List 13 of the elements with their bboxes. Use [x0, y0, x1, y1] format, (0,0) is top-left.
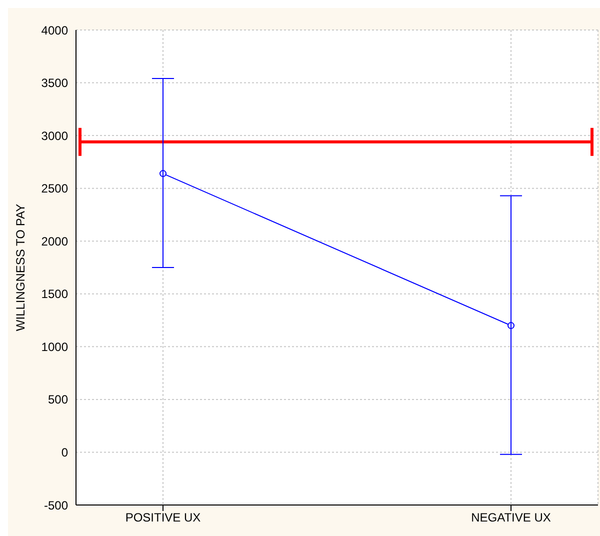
- y-tick-label: 500: [48, 392, 68, 407]
- x-tick-label: POSITIVE UX: [125, 510, 201, 525]
- y-tick-label: 3000: [41, 128, 68, 143]
- y-tick-label: 3500: [41, 76, 68, 90]
- y-tick-label: 1500: [41, 287, 68, 302]
- y-tick-label: 0: [61, 445, 68, 460]
- y-tick-label: 4000: [41, 23, 68, 38]
- y-tick-label: -500: [44, 498, 68, 512]
- y-tick-label: 2000: [41, 234, 68, 248]
- y-tick-label: 2500: [41, 182, 68, 196]
- y-tick-label: 1000: [41, 340, 68, 354]
- x-tick-label: NEGATIVE UX: [471, 510, 551, 525]
- y-axis-title: WILLINGNESS TO PAY: [13, 204, 28, 332]
